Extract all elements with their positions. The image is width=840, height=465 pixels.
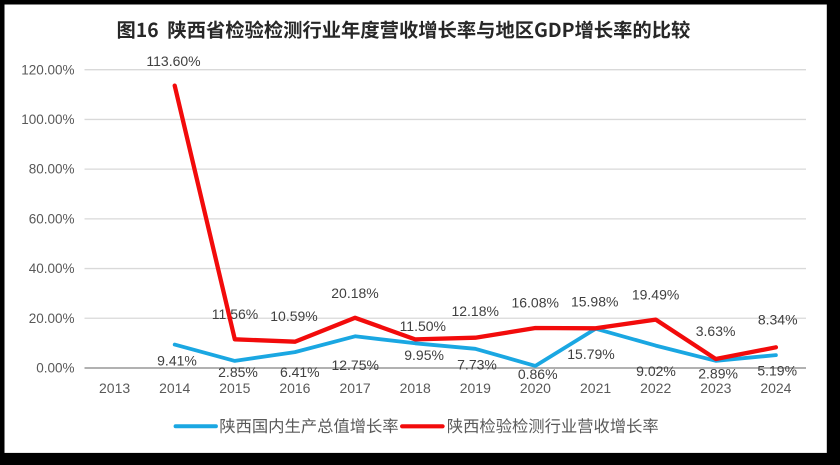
svg-text:6.41%: 6.41%	[280, 364, 320, 380]
svg-text:11.56%: 11.56%	[212, 306, 258, 322]
svg-text:10.59%: 10.59%	[270, 308, 317, 324]
svg-text:12.18%: 12.18%	[451, 303, 498, 319]
svg-text:2014: 2014	[159, 380, 190, 396]
svg-text:2015: 2015	[219, 380, 250, 396]
svg-text:2016: 2016	[279, 380, 310, 396]
svg-text:2020: 2020	[520, 380, 551, 396]
svg-text:2022: 2022	[640, 380, 671, 396]
svg-text:0.00%: 0.00%	[36, 361, 74, 376]
svg-text:80.00%: 80.00%	[29, 162, 75, 177]
svg-text:15.98%: 15.98%	[571, 294, 618, 310]
svg-text:5.19%: 5.19%	[757, 362, 797, 378]
svg-text:2013: 2013	[99, 380, 130, 396]
svg-text:9.02%: 9.02%	[636, 363, 676, 379]
svg-text:2.89%: 2.89%	[698, 366, 738, 382]
svg-text:9.41%: 9.41%	[157, 352, 197, 368]
svg-text:2021: 2021	[580, 380, 611, 396]
svg-text:19.49%: 19.49%	[632, 287, 679, 303]
svg-text:15.79%: 15.79%	[567, 346, 614, 362]
svg-text:2017: 2017	[340, 380, 371, 396]
svg-text:3.63%: 3.63%	[696, 323, 736, 339]
svg-text:2.85%: 2.85%	[218, 364, 258, 380]
svg-text:120.00%: 120.00%	[21, 62, 74, 77]
svg-text:2024: 2024	[760, 380, 791, 396]
svg-text:8.34%: 8.34%	[758, 312, 798, 328]
svg-text:2023: 2023	[700, 380, 731, 396]
svg-text:2019: 2019	[460, 380, 491, 396]
svg-text:60.00%: 60.00%	[29, 211, 75, 226]
svg-text:2018: 2018	[400, 380, 431, 396]
svg-text:12.75%: 12.75%	[331, 357, 378, 373]
svg-text:20.18%: 20.18%	[331, 285, 378, 301]
svg-text:20.00%: 20.00%	[29, 311, 75, 326]
svg-text:100.00%: 100.00%	[21, 112, 74, 127]
svg-text:113.60%: 113.60%	[146, 53, 200, 69]
svg-text:40.00%: 40.00%	[29, 261, 75, 276]
svg-text:11.50%: 11.50%	[400, 318, 446, 334]
svg-text:7.73%: 7.73%	[457, 357, 497, 373]
svg-text:16.08%: 16.08%	[511, 295, 558, 311]
svg-text:9.95%: 9.95%	[404, 347, 444, 363]
svg-text:0.86%: 0.86%	[518, 366, 558, 382]
